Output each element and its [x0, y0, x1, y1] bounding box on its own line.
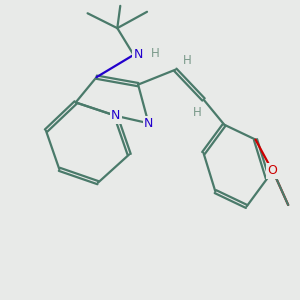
- Text: O: O: [267, 164, 277, 177]
- Text: N: N: [111, 109, 121, 122]
- Text: N: N: [144, 117, 153, 130]
- Text: H: H: [151, 47, 159, 60]
- Text: N: N: [134, 48, 143, 62]
- Text: H: H: [183, 54, 191, 67]
- Text: H: H: [193, 106, 202, 119]
